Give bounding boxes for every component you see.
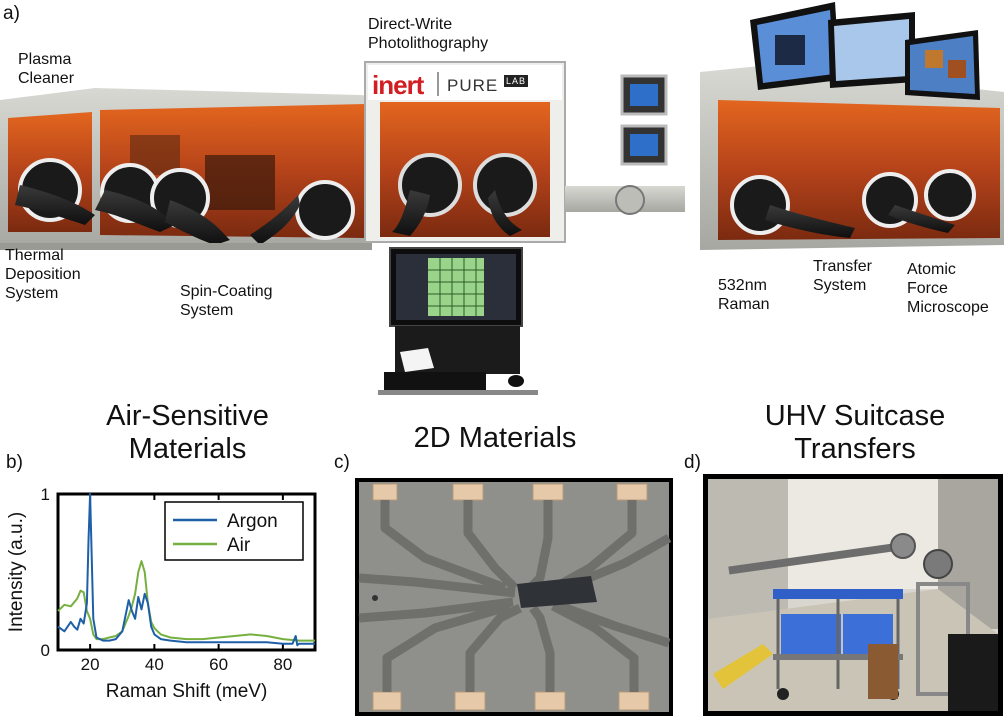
chart-series [57, 493, 315, 647]
uhv-suitcase-photo [703, 474, 1003, 716]
panel-b-letter: b) [6, 452, 23, 473]
panel-a-letter: a) [3, 3, 20, 24]
y-tick-label: 1 [41, 485, 50, 504]
2d-flake [517, 576, 597, 608]
panel-c-title: 2D Materials [413, 422, 577, 454]
raman-chart: 20 40 60 80 0 1 Raman Shift (meV) Intensity (a.… [6, 485, 317, 702]
y-axis-label: Intensity (a.u.) [6, 512, 27, 632]
legend-label-argon: Argon [227, 511, 278, 532]
glovebox-photo [0, 2, 1004, 395]
label-transfer-system: Transfer System [813, 258, 872, 294]
label-plasma-cleaner: Plasma Cleaner [18, 51, 75, 87]
brand-inert-logo: inert [372, 70, 424, 100]
x-tick-label: 40 [145, 655, 164, 674]
panel-d-title: UHV Suitcase Transfers [764, 400, 946, 465]
series-line-argon [57, 493, 315, 647]
label-spin-coating: Spin-Coating System [180, 283, 273, 319]
suitcase-cart-top [773, 589, 903, 599]
device-micrograph [355, 478, 673, 716]
brand-pure-text: PURE [447, 76, 499, 95]
x-tick-label: 80 [273, 655, 292, 674]
panel-d-letter: d) [684, 452, 701, 473]
chart-axes: 20 40 60 80 0 1 Raman Shift (meV) Intensity (a.… [6, 485, 317, 702]
legend-box [164, 501, 304, 561]
glove-ports-left [15, 158, 355, 245]
legend-label-air: Air [227, 535, 251, 556]
series-line-air [57, 560, 315, 642]
brand-lab-badge: LAB [503, 75, 528, 87]
panel-b-title: Air-Sensitive Materials [106, 400, 269, 465]
label-raman-532: 532nm Raman [718, 277, 770, 313]
brand-divider [437, 72, 439, 96]
chart-legend: Argon Air [164, 501, 304, 561]
label-photolithography: Direct-Write Photolithography [368, 16, 489, 52]
label-thermal-deposition: Thermal Deposition System [5, 247, 81, 302]
label-afm: Atomic Force Microscope [907, 261, 989, 316]
plot-frame [56, 492, 317, 652]
x-tick-label: 20 [81, 655, 100, 674]
brand-purelab-logo: PURE LAB [447, 75, 528, 96]
overhead-monitors [750, 2, 980, 100]
y-tick-label: 0 [41, 641, 50, 660]
x-axis-label: Raman Shift (meV) [106, 681, 268, 702]
uhv-transfer-arm [728, 541, 908, 575]
x-tick-label: 60 [209, 655, 228, 674]
panel-c-letter: c) [334, 452, 350, 473]
